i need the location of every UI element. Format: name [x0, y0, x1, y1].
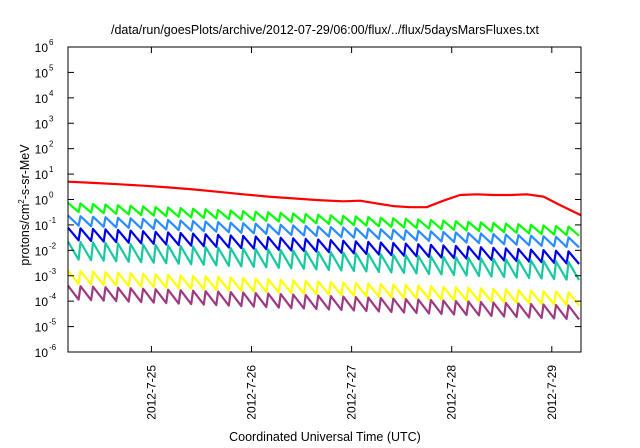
y-tick-exponent: -3	[49, 267, 57, 276]
x-axis: 2012-7-25 2012-7-26 2012-7-27 2012-7-28 2012…	[144, 47, 559, 420]
y-tick-exponent: -5	[49, 318, 57, 327]
y-tick-label: 10	[35, 321, 49, 335]
y-tick-label: 10	[35, 270, 49, 284]
y-tick-label: 10	[35, 143, 49, 157]
y-tick-label: 10	[35, 346, 49, 360]
y-tick-exponent: 3	[49, 114, 54, 123]
y-tick-exponent: 0	[49, 191, 54, 200]
y-tick-label: 10	[35, 41, 49, 55]
y-tick-label: 10	[35, 92, 49, 106]
y-tick-label: 10	[35, 168, 49, 182]
series-line-2	[67, 201, 580, 237]
series-line-3	[67, 214, 580, 249]
series-line-4	[67, 226, 580, 265]
y-tick-label: 10	[35, 194, 49, 208]
x-tick-label: 2012-7-26	[245, 365, 259, 420]
series-line-6	[67, 269, 580, 307]
x-tick-label: 2012-7-27	[345, 365, 359, 420]
x-tick-label: 2012-7-25	[144, 365, 158, 420]
series-line-1	[67, 180, 582, 217]
y-tick-exponent: 5	[49, 63, 54, 72]
y-tick-exponent: -1	[49, 216, 57, 225]
y-axis-label: protons/cm2-s-sr-MeV	[17, 144, 32, 266]
y-tick-exponent: 6	[49, 38, 54, 47]
y-tick-exponent: -2	[49, 241, 57, 250]
y-tick-exponent: -6	[49, 343, 57, 352]
y-tick-exponent: 1	[49, 165, 54, 174]
x-tick-label: 2012-7-28	[445, 365, 459, 420]
y-tick-label: 10	[35, 244, 49, 258]
y-tick-label: 10	[35, 219, 49, 233]
x-axis-label: Coordinated Universal Time (UTC)	[229, 430, 421, 444]
series-line-7	[67, 285, 580, 321]
y-tick-exponent: 2	[49, 140, 54, 149]
y-axis: 10 -610 -510 -410 -310 -210 -110 010 110 210 310 41…	[35, 38, 581, 360]
y-tick-label: 10	[35, 66, 49, 80]
y-tick-exponent: 4	[49, 89, 54, 98]
y-tick-label: 10	[35, 295, 49, 309]
plot-lines	[67, 180, 582, 321]
y-tick-exponent: -4	[49, 292, 57, 301]
y-tick-label: 10	[35, 117, 49, 131]
series-line-5	[67, 240, 581, 281]
x-tick-label: 2012-7-29	[545, 365, 559, 420]
chart-title: /data/run/goesPlots/archive/2012-07-29/0…	[111, 23, 540, 37]
